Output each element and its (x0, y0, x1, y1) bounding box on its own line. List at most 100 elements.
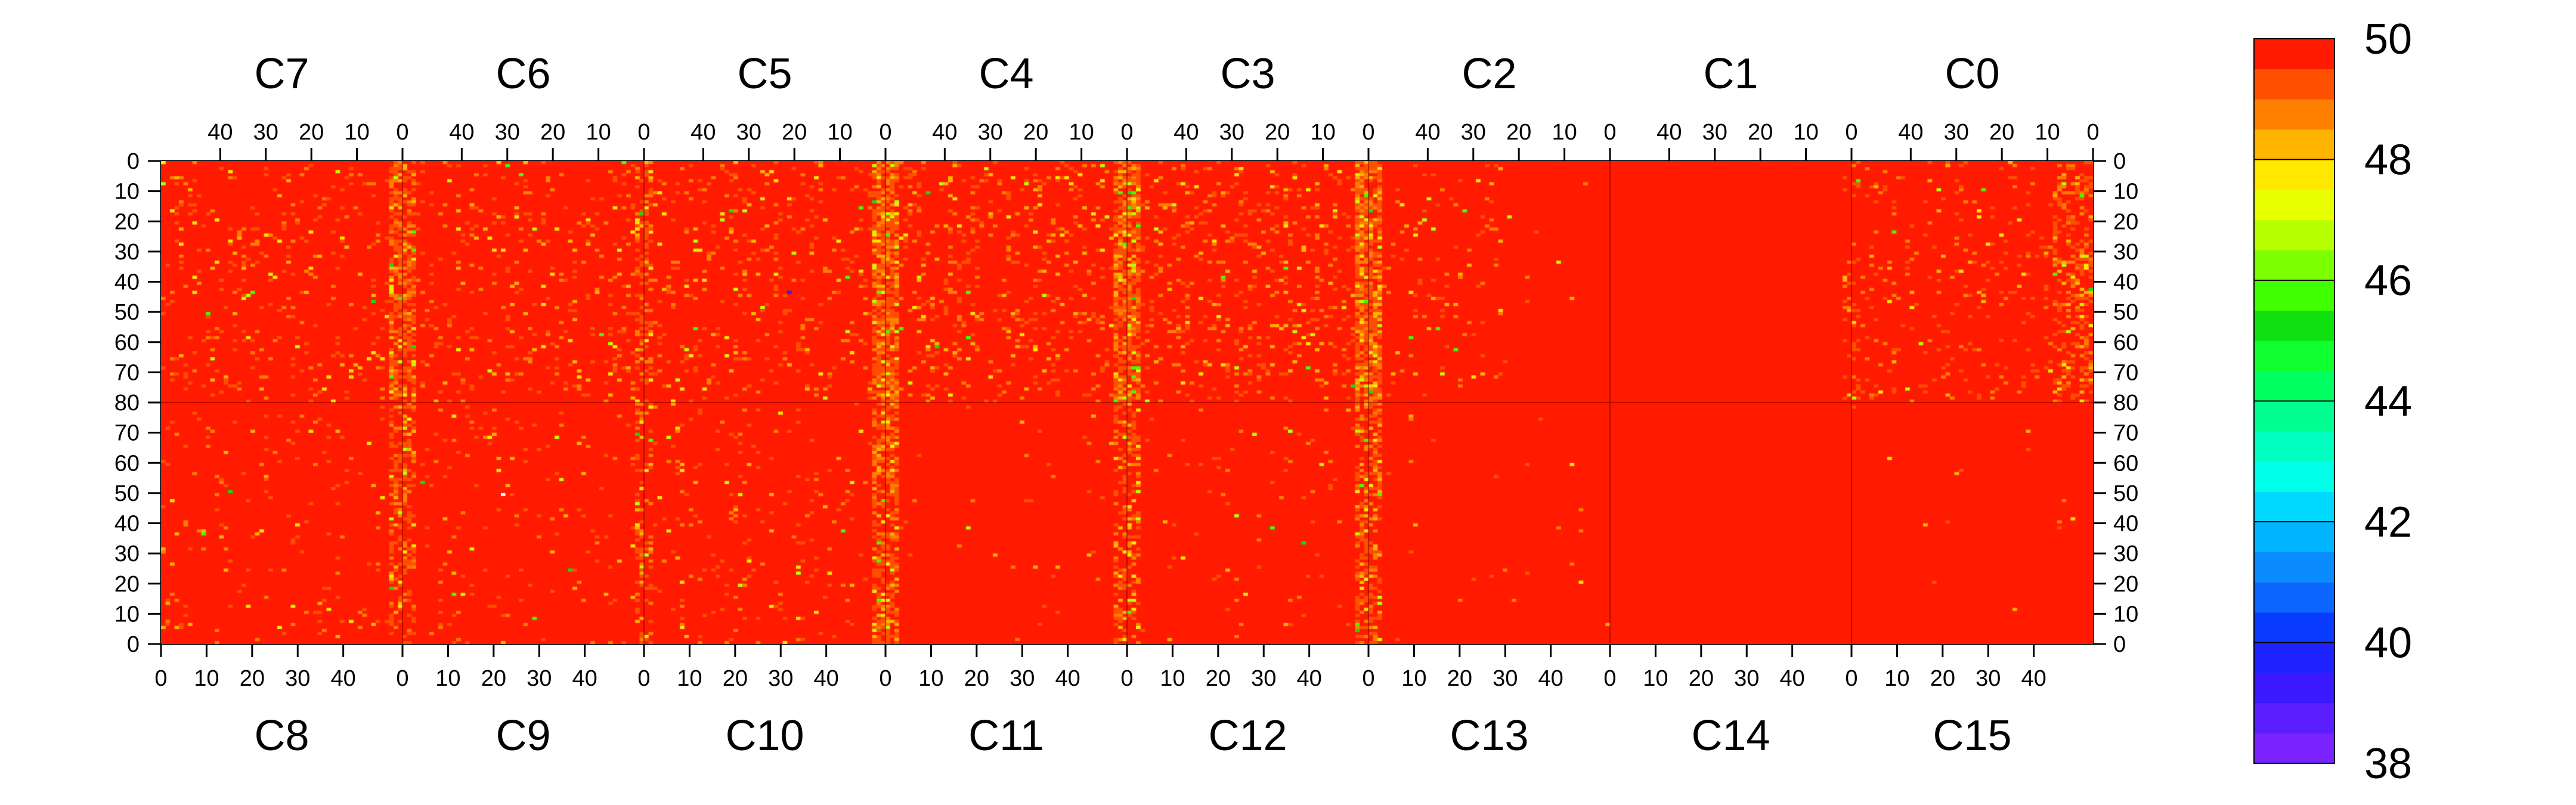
chip-label: C8 (254, 712, 309, 760)
x-tick-label: 0 (1120, 666, 1133, 691)
x-tick-label: 30 (527, 666, 552, 691)
chip-label: C6 (496, 50, 550, 98)
colorbar-tick-label: 40 (2364, 620, 2412, 667)
colorbar-segment (2254, 401, 2334, 432)
x-tick-label: 30 (978, 120, 1003, 145)
y-tick-label: 10 (2113, 602, 2138, 627)
y-tick-label: 10 (114, 179, 140, 205)
y-tick-label: 60 (2113, 451, 2138, 476)
colorbar-segment (2254, 250, 2334, 281)
colorbar-segment (2254, 310, 2334, 341)
y-tick-label: 20 (114, 209, 140, 234)
x-axis-top: 40 30 20 10 0 40 30 20 10 0 40 30 20 10 0 40 30 20 10 0 40 30… (208, 120, 2100, 161)
y-tick-label: 30 (2113, 240, 2138, 265)
y-tick-label: 0 (2113, 149, 2126, 174)
x-tick-label: 40 (1538, 666, 1563, 691)
y-tick-label: 0 (127, 632, 140, 657)
x-tick-label: 10 (1401, 666, 1426, 691)
x-tick-label: 0 (1362, 120, 1374, 145)
x-tick-label: 20 (1447, 666, 1472, 691)
x-tick-label: 20 (964, 666, 989, 691)
x-tick-label: 30 (1944, 120, 1969, 145)
x-tick-label: 30 (1219, 120, 1244, 145)
colorbar-segment (2254, 461, 2334, 492)
y-axis-left: 0 10 20 30 40 50 60 70 80 70 60 50 40 30 20 10 0 (114, 149, 161, 657)
x-tick-label: 10 (1310, 120, 1335, 145)
x-tick-label: 40 (1055, 666, 1080, 691)
x-tick-label: 0 (1120, 120, 1133, 145)
x-tick-label: 30 (495, 120, 520, 145)
y-tick-label: 20 (2113, 209, 2138, 234)
x-tick-label: 40 (331, 666, 356, 691)
x-tick-label: 40 (814, 666, 839, 691)
x-tick-label: 30 (1493, 666, 1518, 691)
x-tick-label: 0 (879, 666, 891, 691)
x-tick-label: 0 (1362, 666, 1374, 691)
chip-label: C9 (496, 712, 550, 760)
chip-label: C12 (1208, 712, 1287, 760)
x-tick-label: 10 (677, 666, 702, 691)
x-tick-label: 30 (253, 120, 278, 145)
x-tick-label: 10 (1643, 666, 1668, 691)
y-tick-label: 40 (114, 512, 140, 537)
x-tick-label: 20 (1206, 666, 1231, 691)
y-tick-label: 70 (114, 360, 140, 385)
colorbar-segment (2254, 673, 2334, 704)
chip-label: C13 (1450, 712, 1528, 760)
colorbar-segment (2254, 190, 2334, 221)
x-tick-label: 10 (1160, 666, 1185, 691)
x-tick-label: 10 (1793, 120, 1818, 145)
x-tick-label: 10 (586, 120, 611, 145)
x-tick-label: 40 (2021, 666, 2046, 691)
y-tick-label: 50 (114, 481, 140, 506)
y-tick-label: 10 (114, 602, 140, 627)
chip-label: C15 (1933, 712, 2011, 760)
colorbar-tick-label: 42 (2364, 499, 2412, 546)
chip-label: C0 (1945, 50, 1999, 98)
chip-label: C5 (737, 50, 792, 98)
y-tick-label: 60 (114, 451, 140, 476)
chip-labels-top: C7 C6 C5 C4 C3 C2 C1 C0 (254, 50, 1999, 98)
x-tick-label: 30 (285, 666, 310, 691)
y-tick-label: 50 (114, 300, 140, 325)
chip-label: C7 (254, 50, 309, 98)
colorbar-tick-label: 44 (2364, 378, 2412, 426)
x-tick-label: 30 (1734, 666, 1759, 691)
x-tick-label: 30 (1251, 666, 1276, 691)
x-tick-label: 20 (481, 666, 506, 691)
x-tick-label: 40 (572, 666, 597, 691)
x-tick-label: 10 (194, 666, 219, 691)
colorbar-tick-label: 48 (2364, 137, 2412, 184)
colorbar-segment (2254, 552, 2334, 583)
colorbar-tick-label: 50 (2364, 16, 2412, 63)
x-tick-label: 0 (1603, 666, 1616, 691)
x-tick-label: 40 (1898, 120, 1923, 145)
y-tick-label: 70 (2113, 421, 2138, 446)
colorbar-segment (2254, 491, 2334, 522)
colorbar-segment (2254, 642, 2334, 673)
colorbar-segment (2254, 370, 2334, 401)
colorbar-segment (2254, 612, 2334, 643)
x-tick-label: 40 (1174, 120, 1199, 145)
colorbar-segment (2254, 129, 2334, 160)
x-tick-label: 20 (299, 120, 324, 145)
x-tick-label: 40 (208, 120, 233, 145)
x-tick-label: 40 (1780, 666, 1805, 691)
x-tick-label: 10 (2035, 120, 2060, 145)
x-tick-label: 40 (449, 120, 474, 145)
colorbar-segment (2254, 69, 2334, 100)
x-tick-label: 30 (736, 120, 761, 145)
colorbar-segment (2254, 99, 2334, 130)
heatmap-plot-area (161, 161, 2093, 644)
y-tick-label: 0 (2113, 632, 2126, 657)
y-tick-label: 30 (114, 541, 140, 566)
y-tick-label: 70 (114, 421, 140, 446)
x-tick-label: 10 (1069, 120, 1094, 145)
x-tick-label: 20 (723, 666, 748, 691)
colorbar-segment (2254, 340, 2334, 371)
y-tick-label: 30 (2113, 541, 2138, 566)
x-tick-label: 10 (827, 120, 852, 145)
y-tick-label: 40 (2113, 512, 2138, 537)
x-tick-label: 20 (1930, 666, 1955, 691)
y-tick-label: 0 (127, 149, 140, 174)
